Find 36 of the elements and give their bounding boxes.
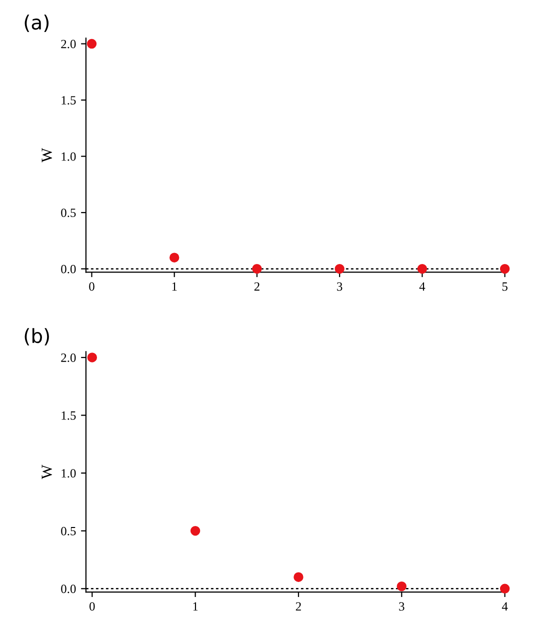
y-tick-label: 0.0 [61, 584, 76, 594]
y-axis-title: W [42, 464, 52, 480]
point [252, 264, 262, 274]
point [87, 352, 98, 362]
y-tick-label: 1.0 [62, 152, 76, 161]
x-tick-label: 1 [193, 602, 198, 611]
y-tick-label: 0.0 [61, 264, 76, 274]
point [396, 581, 407, 592]
point [86, 38, 97, 49]
x-tick-label: 0 [89, 282, 94, 291]
point [169, 252, 180, 262]
x-tick-label: 1 [172, 282, 177, 291]
y-tick-label: 2.0 [61, 40, 76, 48]
point [500, 264, 510, 274]
x-tick-label: 2 [254, 282, 260, 291]
x-tick-label: 3 [399, 602, 404, 611]
y-tick-label: 0.5 [61, 208, 76, 218]
x-tick-label: 0 [89, 602, 95, 611]
chart-title: (a) [24, 14, 49, 32]
x-tick-label: 4 [502, 602, 508, 611]
point [417, 264, 428, 274]
chart-title: (b) [24, 328, 49, 346]
point [500, 584, 510, 594]
y-tick-label: 0.5 [61, 526, 76, 536]
x-tick-label: 5 [502, 282, 508, 291]
point [294, 572, 304, 582]
point [190, 526, 200, 536]
y-tick-label: 1.5 [62, 411, 76, 420]
y-tick-label: 1.0 [62, 469, 76, 478]
y-axis-title: W [42, 148, 52, 162]
x-tick-label: 3 [337, 282, 342, 291]
y-tick-label: 2.0 [61, 354, 76, 362]
point [334, 264, 344, 274]
y-tick-label: 1.5 [62, 96, 76, 105]
x-tick-label: 2 [296, 602, 301, 611]
x-tick-label: 4 [419, 282, 426, 291]
